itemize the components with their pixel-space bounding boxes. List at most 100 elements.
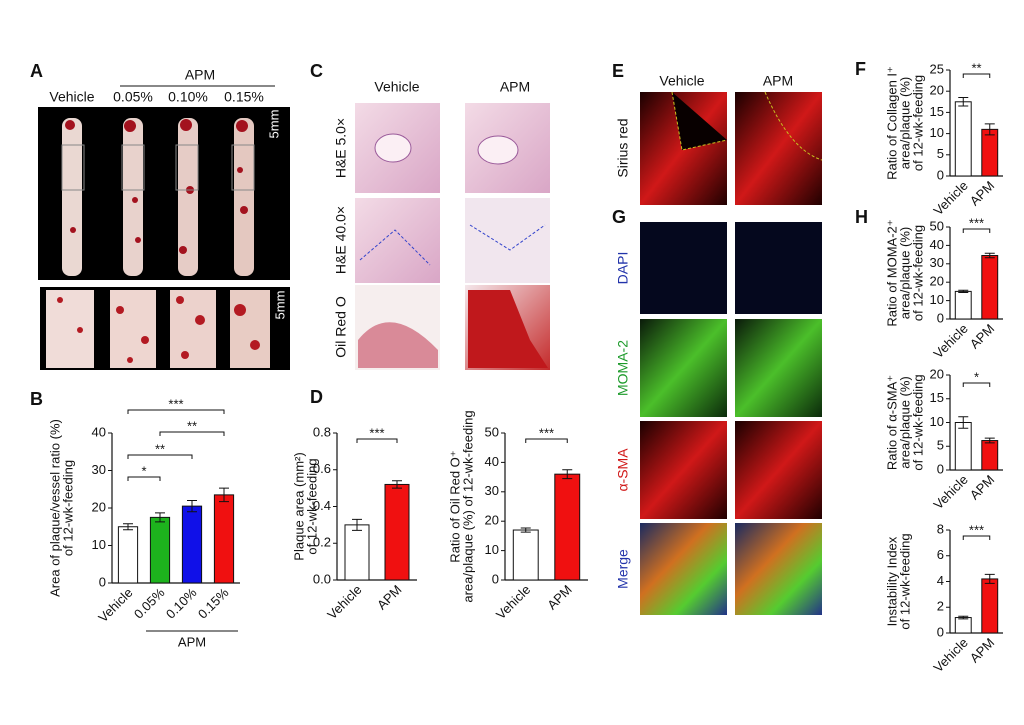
significance-label: *** [539,425,554,440]
column-label: APM [500,79,530,95]
y-tick-label: 5 [937,438,944,453]
bar [384,483,410,581]
row-label: H&E 40.0× [333,206,349,274]
x-tick-label: Vehicle [95,585,135,625]
y-axis-label: of 12-wk-feeding [897,533,912,629]
significance-bracket [356,438,398,443]
error-bar [984,437,995,444]
row-label: DAPI [615,252,631,285]
panel-letter: B [30,389,43,409]
significance-label: *** [969,215,984,230]
error-bar [562,469,573,480]
significance-bracket [962,228,991,233]
panel-letter: A [30,61,43,81]
y-axis-label: Plaque area (mm²) [291,452,306,560]
significance-label: * [141,463,146,478]
y-tick-label: 0.0 [313,571,331,586]
fluorescence-image [640,222,822,615]
bar [181,505,203,584]
error-bar [958,416,969,429]
bar [213,494,235,584]
y-tick-label: 0 [99,574,106,589]
y-tick-label: 20 [92,499,106,514]
significance-bracket [525,438,568,443]
significance-label: ** [155,441,165,456]
error-bar [958,97,969,107]
y-tick-label: 40 [930,237,944,252]
group-label: APM [185,67,215,83]
error-bar [155,512,165,523]
bar [981,255,999,320]
significance-label: *** [369,425,384,440]
x-tick-label: APM [967,635,998,666]
bar [954,617,972,634]
row-label: H&E 5.0× [333,118,349,178]
y-axis-label: Ratio of MOMA-2⁺ [884,219,899,326]
bar [954,290,972,320]
significance-bracket [962,535,991,540]
x-tick-label: Vehicle [931,635,971,675]
y-tick-label: 0.6 [313,461,331,476]
y-axis-label: area/plaque (%) [897,227,912,320]
x-tick-label: 0.10% [163,585,200,622]
panel-letter: C [310,61,323,81]
x-tick-label: APM [967,472,998,503]
y-axis-label: Area of plaque/vessel ratio (%) [47,419,62,597]
y-tick-label: 8 [937,521,944,536]
y-axis-label: Ratio of α-SMA⁺ [884,375,899,470]
significance-label: *** [969,522,984,537]
y-axis-label: Ratio of Oil Red O⁺ [447,450,462,562]
y-tick-label: 0 [937,624,944,639]
significance-label: ** [971,60,981,75]
y-tick-label: 20 [930,83,944,98]
x-tick-label: 0.15% [195,585,232,622]
column-label: Vehicle [374,79,419,95]
y-tick-label: 10 [930,414,944,429]
error-bar [123,523,133,531]
y-tick-label: 0 [937,461,944,476]
y-axis-label: area/plaque (%) [897,77,912,170]
y-axis-label: of 12-wk-feeding [60,460,75,556]
significance-bracket [159,431,225,436]
y-tick-label: 10 [485,542,499,557]
y-tick-label: 30 [930,255,944,270]
y-tick-label: 5 [937,146,944,161]
y-tick-label: 10 [92,537,106,552]
x-tick-label: Vehicle [931,178,971,218]
scale-bar: 5mm [272,291,287,320]
error-bar [219,487,229,503]
y-tick-label: 20 [930,274,944,289]
x-tick-label: Vehicle [931,321,971,361]
y-tick-label: 2 [937,599,944,614]
column-label: Vehicle [49,89,94,105]
panel-letter: D [310,387,323,407]
significance-bracket [962,73,991,78]
y-tick-label: 0 [937,167,944,182]
error-bar [520,527,531,533]
error-bar [392,480,402,489]
y-tick-label: 50 [930,218,944,233]
significance-bracket [127,476,161,481]
y-tick-label: 10 [930,125,944,140]
y-tick-label: 30 [485,483,499,498]
bar [149,516,171,584]
row-label: Sirius red [615,118,631,177]
x-tick-label: APM [374,582,405,613]
x-tick-label: 0.05% [131,585,168,622]
error-bar [958,289,969,294]
significance-label: * [974,369,979,384]
panel-letter: E [612,61,624,81]
row-label: Merge [615,549,631,589]
panel-letter: H [855,207,868,227]
significance-label: *** [168,396,183,411]
y-axis-label: of 12-wk-feeding [910,374,925,470]
error-bar [352,518,362,531]
column-label: APM [763,73,793,89]
x-tick-label: APM [544,582,575,613]
y-tick-label: 30 [92,462,106,477]
y-tick-label: 20 [485,513,499,528]
bar [954,422,972,471]
row-label: Oil Red O [333,296,349,358]
scale-bar: 5mm [266,110,281,139]
